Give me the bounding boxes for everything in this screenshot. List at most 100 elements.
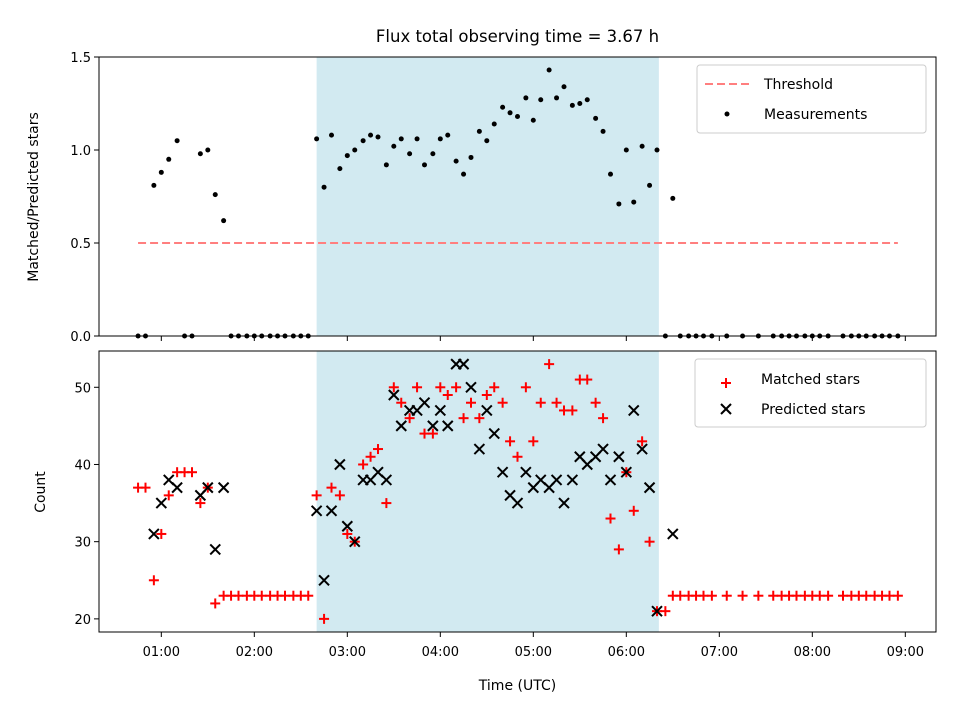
bottom-axes-frame [98, 350, 937, 633]
predicted-stars-series [148, 358, 679, 617]
x-stroke-b [372, 466, 384, 478]
predicted-star-marker [457, 358, 470, 370]
predicted-star-marker [465, 381, 477, 393]
x-stroke-b [481, 404, 493, 417]
matched-star-marker [884, 590, 895, 601]
legend-measurements-swatch [724, 111, 730, 117]
x-stroke-b [171, 481, 183, 494]
measurement-point [476, 128, 482, 134]
matched-star-marker [388, 382, 399, 393]
predicted-star-marker [209, 543, 221, 556]
predicted-star-marker [651, 605, 663, 617]
measurement-point [197, 151, 203, 157]
matched-star-marker [342, 528, 353, 539]
x-stroke-b [604, 474, 617, 486]
measurement-point [422, 162, 427, 168]
bottom-y-ticks: 20 30 40 50 [74, 381, 99, 628]
legend-threshold-label: Threshold [763, 77, 833, 93]
matched-star-marker [319, 613, 330, 624]
measurement-point [461, 171, 467, 177]
predicted-star-marker [395, 420, 407, 432]
x-stroke-b [566, 474, 579, 486]
x-stroke-b [628, 404, 640, 417]
matched-star-marker [598, 413, 609, 424]
predicted-star-marker [628, 404, 640, 417]
bottom-y-axis-label: Count [33, 471, 49, 513]
x-stroke-b [325, 505, 338, 517]
top-x-ticks [160, 336, 906, 341]
top-legend-box [696, 64, 927, 134]
x-tick-label: 04:00 [422, 645, 459, 660]
matched-star-marker [412, 382, 423, 393]
measurement-point [383, 162, 389, 168]
x-stroke-b [209, 543, 221, 556]
matched-star-marker [698, 590, 709, 601]
measurement-point [484, 138, 490, 144]
matched-star-marker [373, 444, 383, 455]
predicted-star-marker [473, 443, 486, 455]
matched-star-marker [358, 459, 369, 470]
measurement-point [398, 136, 404, 142]
x-stroke-b [465, 381, 477, 393]
top-axes-frame [98, 56, 937, 337]
y-tick-label: 20 [74, 613, 91, 628]
legend-predicted-swatch [720, 403, 732, 415]
x-stroke-b [613, 451, 625, 463]
measurement-point [344, 153, 350, 159]
x-stroke-b [148, 528, 160, 540]
predicted-star-marker [202, 481, 214, 494]
x-stroke-b [473, 443, 486, 455]
matched-star-marker [381, 498, 392, 509]
predicted-star-marker [418, 397, 431, 409]
bottom-legend-box [694, 358, 927, 428]
top-y-ticks: 0.0 0.5 1.0 1.5 [70, 51, 99, 345]
matched-star-marker [861, 590, 872, 601]
y-tick-label: 0.5 [70, 237, 91, 252]
matched-star-marker [256, 590, 267, 601]
predicted-star-marker [318, 574, 330, 586]
matched-star-marker [520, 382, 531, 393]
measurement-point [507, 110, 513, 116]
x-stroke-b [504, 489, 516, 502]
measurement-point [523, 95, 529, 101]
measurement-point [608, 171, 613, 177]
predicted-star-marker [511, 497, 524, 509]
predicted-star-marker [496, 466, 509, 478]
measurement-point [577, 101, 583, 106]
matched-star-marker [628, 505, 639, 516]
measurement-point [368, 132, 374, 138]
x-stroke-b [643, 481, 656, 494]
measurement-point [453, 158, 459, 164]
matched-star-marker [559, 405, 569, 416]
bottom-legend: Matched stars Predicted stars [694, 358, 927, 428]
predicted-star-marker [597, 443, 609, 455]
x-stroke-b [349, 535, 361, 548]
predicted-star-marker [341, 520, 354, 532]
measurement-point [639, 143, 645, 149]
matched-star-marker [280, 590, 290, 601]
measurement-point [158, 169, 164, 175]
x-tick-label: 03:00 [329, 645, 366, 660]
matched-star-marker [210, 598, 221, 609]
matched-star-marker [442, 390, 453, 401]
measurement-point [407, 151, 413, 157]
matched-star-marker [613, 544, 624, 555]
measurement-point [321, 184, 327, 190]
legend-measurements-label: Measurements [764, 107, 867, 123]
predicted-star-marker [488, 427, 500, 440]
matched-star-marker [706, 590, 717, 601]
y-tick-label: 1.0 [70, 144, 91, 159]
measurement-point [654, 147, 660, 153]
measurement-point [561, 84, 567, 90]
predicted-star-marker [427, 420, 439, 432]
x-tick-label: 02:00 [236, 645, 273, 660]
x-stroke-b [496, 466, 509, 478]
matched-star-marker [823, 590, 834, 601]
predicted-star-marker [566, 474, 579, 486]
predicted-star-marker [481, 404, 493, 417]
predicted-star-marker [558, 497, 570, 509]
matched-star-marker [505, 436, 516, 447]
measurement-point [593, 115, 599, 121]
x-stroke-b [217, 481, 230, 494]
